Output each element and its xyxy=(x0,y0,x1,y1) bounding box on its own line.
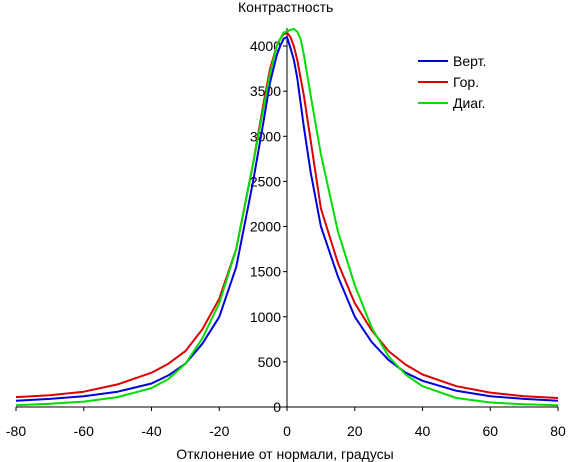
x-tick-label: -60 xyxy=(74,423,94,439)
x-tick-label: 80 xyxy=(550,423,566,439)
y-tick-label: 1500 xyxy=(250,264,281,280)
series-line-3 xyxy=(15,27,559,407)
y-tick-label: 3000 xyxy=(250,128,281,144)
x-tick-label: 0 xyxy=(283,423,291,439)
y-tick-label: 2000 xyxy=(250,219,281,235)
plot-lines xyxy=(15,27,559,407)
y-tick-label: 4000 xyxy=(250,38,281,54)
x-tick-label: -20 xyxy=(209,423,229,439)
y-tick-label: 500 xyxy=(258,354,282,370)
x-tick-label: 60 xyxy=(482,423,498,439)
x-tick-label: 20 xyxy=(347,423,363,439)
legend-label: Гор. xyxy=(453,74,479,90)
x-tick-label: 40 xyxy=(415,423,431,439)
legend-label: Верт. xyxy=(453,53,486,69)
x-tick-label: -40 xyxy=(141,423,161,439)
y-tick-label: 2500 xyxy=(250,173,281,189)
x-tick-label: -80 xyxy=(6,423,26,439)
x-axis-title: Отклонение от нормали, градусы xyxy=(176,446,393,462)
y-tick-label: 0 xyxy=(273,399,281,415)
y-axis-title: Контрастность xyxy=(238,0,333,15)
legend: Верт. Гор. Диаг. xyxy=(418,53,486,111)
legend-label: Диаг. xyxy=(453,95,485,111)
y-tick-label: 1000 xyxy=(250,309,281,325)
